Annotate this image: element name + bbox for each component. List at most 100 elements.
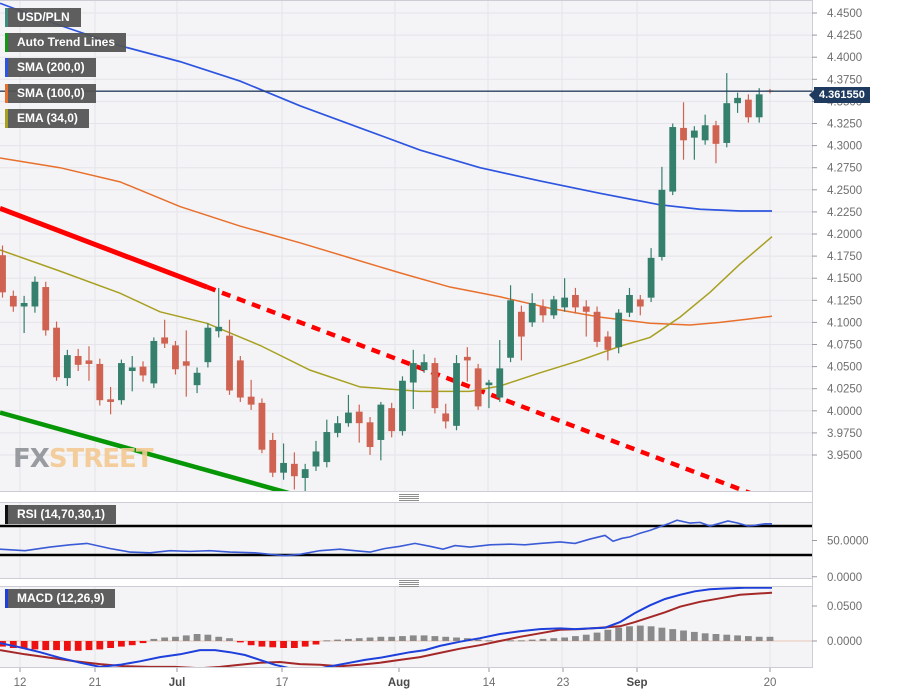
- macd-histogram-bar: [63, 641, 71, 651]
- x-axis-area: [0, 668, 898, 697]
- legend-symbol[interactable]: USD/PLN: [5, 8, 81, 27]
- legend-sma200[interactable]: SMA (200,0): [5, 58, 96, 77]
- panel-separator: [0, 579, 898, 587]
- sma100-line: [0, 157, 773, 326]
- macd-histogram-bar: [334, 639, 342, 641]
- price-axis-label: 4.2250: [827, 207, 862, 219]
- candle-down: [712, 125, 720, 144]
- candle-up: [658, 189, 666, 257]
- macd-histogram-bar: [215, 636, 223, 641]
- candle-up: [647, 257, 655, 298]
- macd-histogram-bar: [550, 638, 558, 641]
- candle-down: [355, 411, 363, 424]
- price-axis-label: 4.0750: [827, 340, 862, 352]
- macd-histogram-bar: [442, 636, 450, 641]
- candle-down: [463, 356, 471, 361]
- candle-down: [9, 295, 17, 307]
- candle-up: [128, 367, 136, 372]
- macd-histogram-bar: [345, 638, 352, 641]
- auto-trend-line-support: [0, 410, 296, 497]
- macd-histogram-bar: [669, 629, 677, 641]
- macd-histogram-bar: [690, 631, 698, 641]
- candle-up: [701, 125, 709, 141]
- macd-histogram-bar: [539, 638, 547, 641]
- macd-histogram-bar: [193, 634, 201, 641]
- macd-main-line: [0, 586, 772, 671]
- macd-histogram-bar: [150, 638, 158, 641]
- candle-up: [507, 300, 514, 358]
- candle-down: [139, 366, 147, 376]
- price-axis-label: 4.0000: [827, 406, 862, 418]
- candle-up: [453, 363, 460, 426]
- candle-down: [517, 311, 525, 337]
- candle-up: [615, 312, 623, 348]
- candle-down: [680, 127, 687, 141]
- legend-rsi-indicator[interactable]: RSI (14,70,30,1): [5, 505, 117, 524]
- macd-histogram-bar: [172, 636, 179, 641]
- macd-histogram-bar: [204, 634, 212, 641]
- macd-histogram-bar: [258, 641, 266, 647]
- auto-trend-line-resistance-projection: [206, 284, 758, 498]
- rsi-line: [0, 519, 772, 557]
- candle-down: [74, 355, 82, 365]
- macd-histogram-bar: [420, 635, 428, 641]
- candle-down: [172, 345, 179, 370]
- macd-histogram-bar: [507, 640, 514, 642]
- legend-sma100[interactable]: SMA (100,0): [5, 84, 96, 103]
- candle-up: [377, 404, 385, 440]
- macd-histogram-bar: [301, 641, 309, 647]
- panel-resize-handle-macd[interactable]: [399, 580, 419, 588]
- macd-histogram-bar: [766, 636, 774, 641]
- candle-up: [323, 432, 331, 463]
- legend-auto-trend-lines[interactable]: Auto Trend Lines: [5, 33, 127, 52]
- macd-histogram-bar: [128, 641, 136, 646]
- time-axis-label: 23: [557, 677, 570, 689]
- time-axis-label: 20: [764, 677, 777, 689]
- price-axis-label: 4.4250: [827, 30, 862, 42]
- candle-down: [431, 363, 439, 409]
- candle-up: [528, 302, 536, 323]
- legend-macd-indicator[interactable]: MACD (12,26,9): [5, 589, 116, 608]
- macd-histogram-bar: [388, 636, 396, 641]
- candle-up: [420, 362, 428, 371]
- candle-down: [161, 337, 169, 344]
- macd-histogram-bar: [269, 641, 277, 648]
- candle-up: [399, 380, 406, 432]
- macd-histogram-bar: [453, 637, 460, 641]
- panel-resize-handle-rsi[interactable]: [399, 494, 419, 502]
- macd-histogram-bar: [107, 641, 114, 648]
- macd-histogram-bar: [744, 636, 752, 641]
- candle-down: [247, 396, 255, 405]
- macd-histogram-bar: [355, 638, 363, 641]
- macd-histogram-bar: [366, 637, 374, 641]
- price-axis-label: 4.1750: [827, 251, 862, 263]
- price-axis-label: 4.4500: [827, 8, 862, 20]
- candle-down: [42, 287, 50, 331]
- macd-histogram-bar: [226, 638, 233, 641]
- legend-ema34[interactable]: EMA (34,0): [5, 109, 89, 128]
- sma200-line: [0, 2, 772, 212]
- candle-up: [193, 372, 201, 386]
- macd-histogram-bar: [280, 641, 287, 648]
- time-axis-label: 21: [89, 677, 102, 689]
- macd-histogram-bar: [290, 641, 298, 648]
- macd-histogram-bar: [723, 634, 731, 641]
- candle-up: [345, 412, 352, 424]
- macd-axis-label: 0.0500: [827, 601, 862, 613]
- price-axis-label: 3.9750: [827, 428, 862, 440]
- candle-up: [626, 294, 633, 313]
- panel-separator: [0, 492, 898, 503]
- candle-up: [20, 302, 28, 307]
- candle-up: [723, 103, 731, 143]
- candle-down: [388, 408, 396, 432]
- fxstreet-watermark: FXSTREET: [13, 444, 154, 474]
- candle-up: [734, 97, 741, 104]
- price-axis-label: 4.2000: [827, 229, 862, 241]
- candle-up: [690, 130, 698, 138]
- macd-panel-bg: [0, 587, 812, 668]
- watermark-fx: FX: [13, 444, 50, 474]
- candle-up: [485, 382, 493, 386]
- candle-down: [290, 463, 298, 477]
- time-axis-label: 12: [14, 677, 27, 689]
